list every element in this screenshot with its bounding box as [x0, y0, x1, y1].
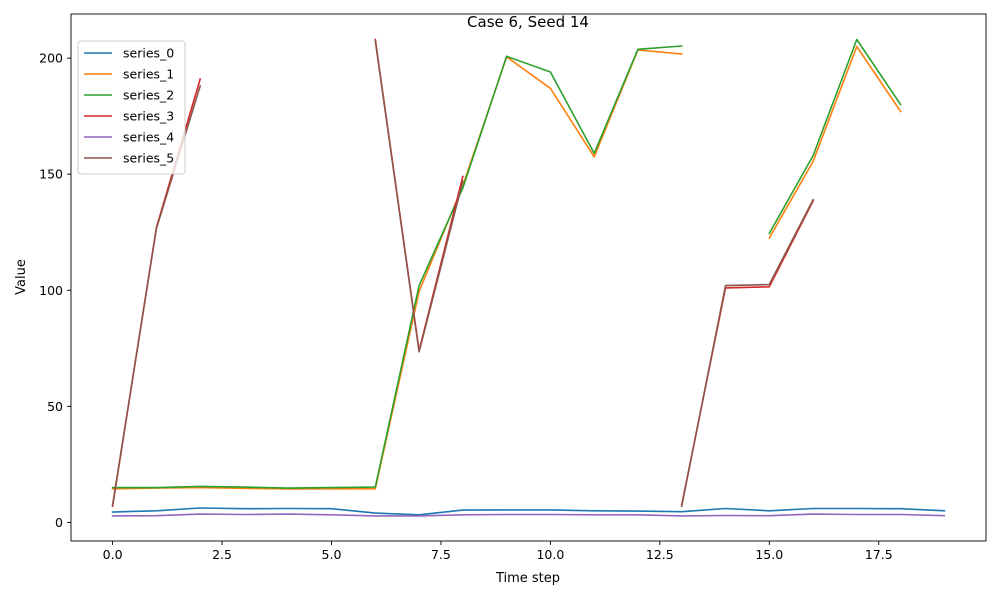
x-tick-label: 15.0 — [755, 547, 783, 562]
x-tick-label: 10.0 — [536, 547, 564, 562]
x-tick-label: 17.5 — [865, 547, 893, 562]
x-tick-label: 7.5 — [431, 547, 451, 562]
x-tick-label: 2.5 — [212, 547, 232, 562]
x-axis-label: Time step — [495, 571, 560, 586]
legend: series_0 series_1 series_2 series_3 series_4… — [77, 40, 186, 175]
legend-label: series_5 — [123, 151, 174, 166]
series-line-4 — [111, 513, 946, 517]
legend-label: series_0 — [123, 46, 174, 61]
y-tick-label: 0 — [55, 515, 63, 530]
plot-lines — [111, 38, 946, 517]
plot-frame — [70, 13, 987, 542]
x-tick-label: 12.5 — [646, 547, 674, 562]
y-tick-label: 150 — [39, 167, 63, 182]
legend-label: series_4 — [123, 130, 174, 145]
legend-label: series_3 — [123, 109, 174, 124]
y-tick-label: 50 — [47, 399, 63, 414]
x-axis-ticks: 0.0 2.5 5.0 7.5 10.0 12.5 15.0 17.5 — [103, 541, 893, 562]
x-tick-label: 5.0 — [322, 547, 342, 562]
legend-label: series_1 — [123, 67, 174, 82]
series-line-2 — [111, 38, 902, 489]
series-line-1 — [111, 45, 902, 490]
y-axis-label: Value — [14, 259, 29, 295]
legend-label: series_2 — [123, 88, 174, 103]
series-line-3 — [111, 38, 815, 508]
chart-title: Case 6, Seed 14 — [467, 13, 589, 31]
y-tick-label: 100 — [39, 283, 63, 298]
series-line-5 — [111, 39, 815, 508]
y-tick-label: 200 — [39, 51, 63, 66]
y-axis-ticks: 0 50 100 150 200 — [39, 51, 71, 530]
x-tick-label: 0.0 — [103, 547, 123, 562]
series-line-0 — [111, 507, 946, 516]
